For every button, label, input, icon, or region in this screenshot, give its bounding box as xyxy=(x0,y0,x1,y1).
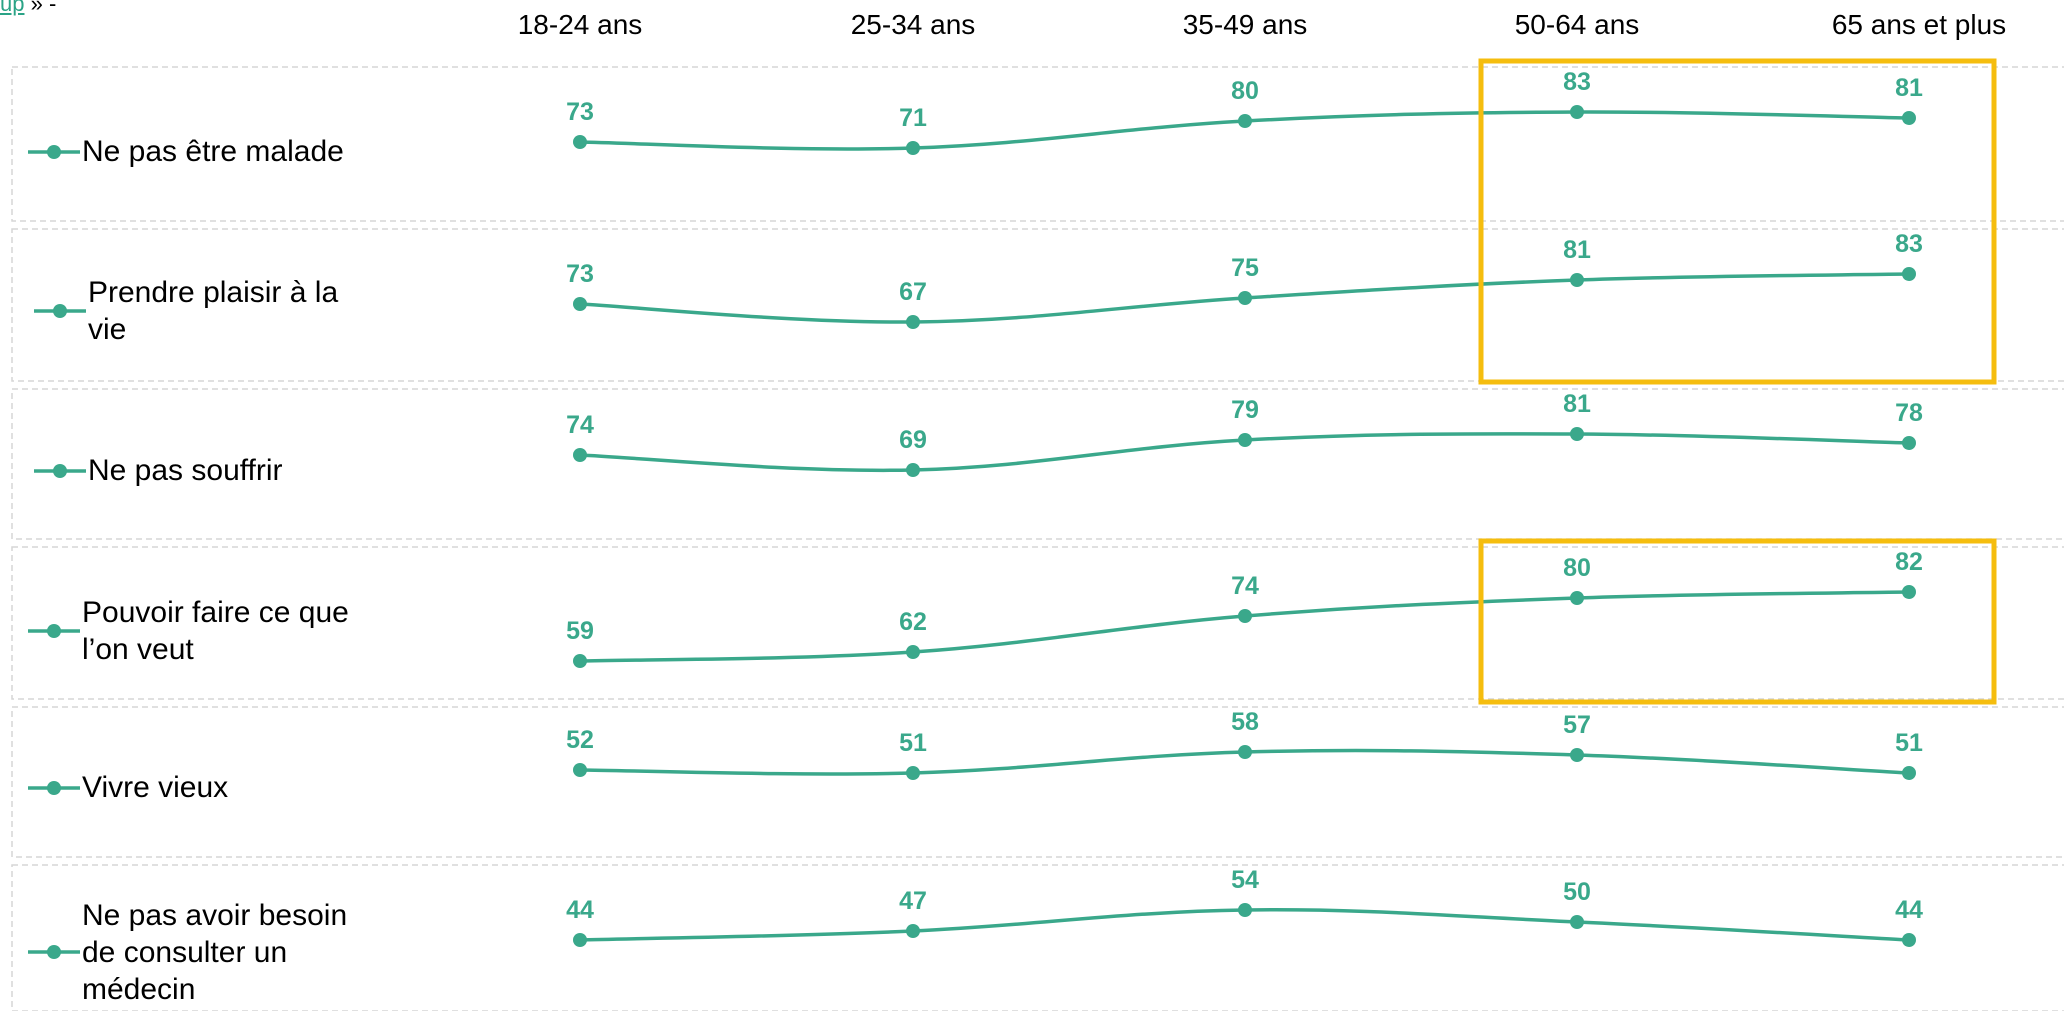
data-point xyxy=(573,448,587,462)
data-label: 44 xyxy=(1895,896,1923,924)
data-point xyxy=(906,924,920,938)
data-label: 82 xyxy=(1895,548,1923,576)
data-label: 80 xyxy=(1563,554,1591,582)
data-label: 83 xyxy=(1563,68,1591,96)
data-point xyxy=(1570,427,1584,441)
data-point xyxy=(1902,267,1916,281)
data-label: 59 xyxy=(566,617,594,645)
data-point xyxy=(1238,903,1252,917)
data-point xyxy=(906,645,920,659)
data-label: 71 xyxy=(899,104,927,132)
series-line xyxy=(580,592,1909,661)
data-label: 50 xyxy=(1563,878,1591,906)
data-label: 47 xyxy=(899,887,927,915)
data-point xyxy=(906,141,920,155)
row-panel xyxy=(12,229,2064,381)
row-panel xyxy=(12,707,2064,857)
data-label: 51 xyxy=(899,729,927,757)
data-label: 74 xyxy=(1231,572,1259,600)
data-label: 81 xyxy=(1563,236,1591,264)
data-point xyxy=(573,763,587,777)
row-panel xyxy=(12,67,2064,221)
data-point xyxy=(1238,433,1252,447)
data-label: 52 xyxy=(566,726,594,754)
data-label: 73 xyxy=(566,98,594,126)
data-point xyxy=(1902,111,1916,125)
data-point xyxy=(1570,591,1584,605)
data-label: 73 xyxy=(566,260,594,288)
data-point xyxy=(1570,105,1584,119)
data-label: 69 xyxy=(899,426,927,454)
data-label: 57 xyxy=(1563,711,1591,739)
data-label: 44 xyxy=(566,896,594,924)
data-point xyxy=(1238,609,1252,623)
data-label: 78 xyxy=(1895,399,1923,427)
data-point xyxy=(573,297,587,311)
data-point xyxy=(573,135,587,149)
data-point xyxy=(906,463,920,477)
data-point xyxy=(1570,915,1584,929)
data-point xyxy=(906,766,920,780)
data-point xyxy=(573,933,587,947)
data-point xyxy=(1902,766,1916,780)
data-label: 81 xyxy=(1563,390,1591,418)
data-point xyxy=(1570,748,1584,762)
data-point xyxy=(1902,436,1916,450)
highlight-box xyxy=(1481,61,1994,382)
data-label: 75 xyxy=(1231,254,1259,282)
data-label: 67 xyxy=(899,278,927,306)
data-point xyxy=(1238,745,1252,759)
data-label: 51 xyxy=(1895,729,1923,757)
data-label: 80 xyxy=(1231,77,1259,105)
data-point xyxy=(906,315,920,329)
data-point xyxy=(1570,273,1584,287)
data-label: 79 xyxy=(1231,396,1259,424)
data-point xyxy=(1902,585,1916,599)
data-label: 58 xyxy=(1231,708,1259,736)
row-panel xyxy=(12,547,2064,699)
data-label: 74 xyxy=(566,411,594,439)
data-point xyxy=(1902,933,1916,947)
data-point xyxy=(1238,291,1252,305)
data-label: 62 xyxy=(899,608,927,636)
data-label: 83 xyxy=(1895,230,1923,258)
data-label: 54 xyxy=(1231,866,1259,894)
data-label: 81 xyxy=(1895,74,1923,102)
row-panel xyxy=(12,389,2064,539)
data-point xyxy=(573,654,587,668)
row-panel xyxy=(12,865,2064,1011)
data-point xyxy=(1238,114,1252,128)
